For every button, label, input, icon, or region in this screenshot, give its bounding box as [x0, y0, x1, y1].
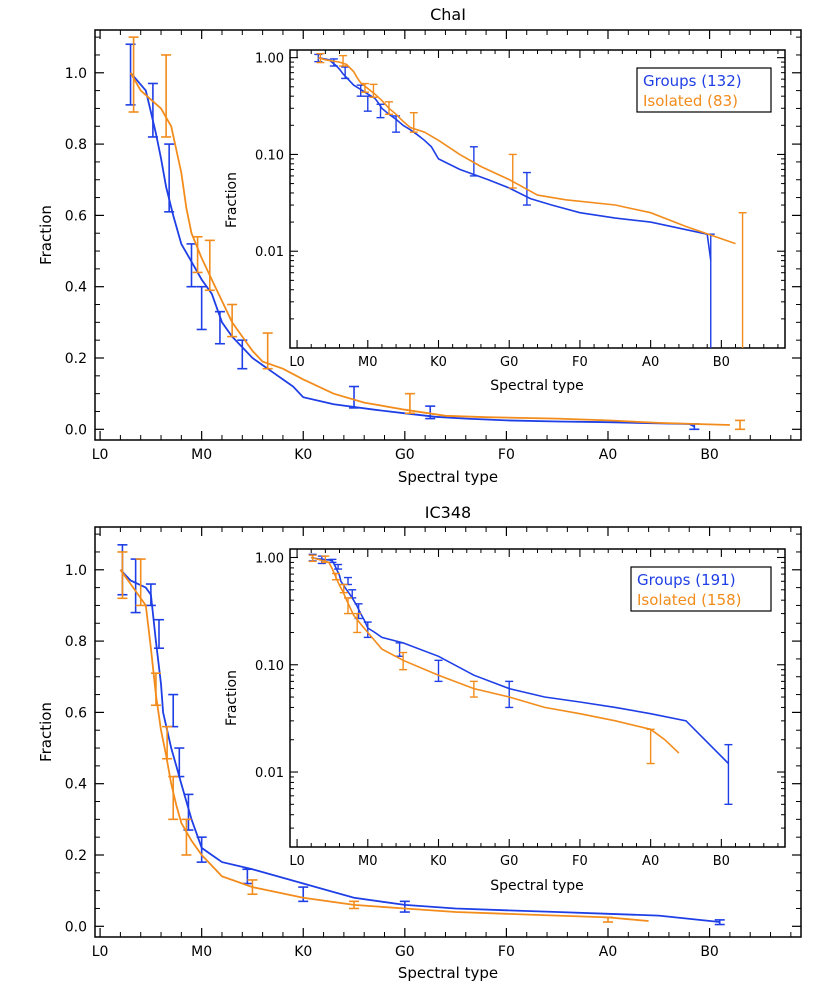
y-tick-label: 0.6 — [65, 208, 87, 224]
inset-y-tick-label: 1.00 — [255, 551, 284, 566]
x-tick-label: L0 — [92, 944, 109, 960]
legend-entry-groups: Groups (191) — [637, 571, 736, 589]
plot-frame — [94, 29, 802, 441]
x-tick-label: L0 — [92, 447, 109, 463]
legend-box — [630, 566, 772, 612]
inset-series-line-isolated — [310, 556, 680, 754]
inset-x-tick-label: A0 — [642, 355, 659, 370]
y-tick-label: 1.0 — [65, 66, 87, 82]
inset-y-tick-label: 0.10 — [255, 148, 284, 163]
x-tick-label: M0 — [191, 944, 212, 960]
inset-x-tick-label: G0 — [500, 355, 518, 370]
chart-title: ChaI — [430, 5, 466, 24]
y-axis-label: Fraction — [37, 205, 55, 265]
y-tick-label: 0.4 — [65, 280, 87, 296]
chart-panel-chai: ChaI Spectral type Fraction L0 M0 K0 G0 F0 A0… — [37, 5, 802, 486]
y-tick-label: 0.0 — [65, 422, 87, 438]
inset-x-axis-label: Spectral type — [490, 878, 584, 894]
series-line-isolated — [119, 569, 649, 922]
y-tick-label: 0.2 — [65, 848, 87, 864]
x-tick-label: B0 — [700, 447, 719, 463]
inset-x-tick-label: G0 — [500, 854, 518, 869]
inset-y-axis-label: Fraction — [224, 172, 240, 228]
legend-box — [636, 67, 772, 113]
x-axis-label: Spectral type — [398, 468, 498, 486]
inset-x-tick-label: M0 — [358, 854, 378, 869]
y-tick-label: 0.8 — [65, 634, 87, 650]
series-line-isolated — [129, 72, 730, 426]
x-axis-label: Spectral type — [398, 964, 498, 982]
legend: Groups (191) Isolated (158) — [630, 566, 772, 612]
inset-series-line-groups — [318, 56, 712, 261]
x-tick-label: B0 — [700, 944, 719, 960]
inset-x-tick-label: L0 — [289, 355, 305, 370]
inset-x-tick-label: B0 — [713, 355, 730, 370]
x-tick-label: G0 — [395, 447, 415, 463]
x-tick-label: K0 — [294, 944, 312, 960]
plot-frame — [94, 526, 802, 938]
x-tick-label: F0 — [498, 944, 515, 960]
main-plot-area: L0 M0 K0 G0 F0 A0 B0 0.0 0.2 0.4 0.6 0.8 1.0 — [65, 527, 801, 960]
inset-y-tick-label: 0.10 — [255, 659, 284, 674]
inset-x-tick-label: K0 — [430, 854, 447, 869]
legend-entry-isolated: Isolated (83) — [643, 92, 738, 110]
main-plot-area: L0 M0 K0 G0 F0 A0 B0 0.0 0.2 0.4 0.6 0.8 1.0 — [65, 30, 801, 463]
inset-x-axis-label: Spectral type — [490, 378, 584, 394]
y-tick-label: 0.6 — [65, 705, 87, 721]
inset-y-tick-label: 0.01 — [255, 766, 284, 781]
x-tick-label: K0 — [294, 447, 312, 463]
legend-entry-groups: Groups (132) — [643, 72, 742, 90]
y-tick-label: 1.0 — [65, 563, 87, 579]
y-tick-label: 0.2 — [65, 351, 87, 367]
inset-data — [308, 553, 733, 806]
y-tick-label: 0.0 — [65, 919, 87, 935]
chart-title: IC348 — [425, 503, 471, 522]
inset-x-tick-label: L0 — [289, 854, 305, 869]
inset-x-tick-label: F0 — [572, 355, 588, 370]
inset-data — [314, 52, 747, 348]
inset-x-tick-label: M0 — [358, 355, 378, 370]
inset-x-tick-label: F0 — [572, 854, 588, 869]
y-axis-label: Fraction — [37, 702, 55, 762]
legend: Groups (132) Isolated (83) — [636, 67, 772, 113]
legend-entry-isolated: Isolated (158) — [637, 591, 742, 609]
inset-plot: Spectral type Fraction Groups (191) Isol… — [224, 548, 786, 894]
x-tick-label: M0 — [191, 447, 212, 463]
series-line-groups — [129, 72, 695, 428]
x-tick-label: F0 — [498, 447, 515, 463]
inset-x-tick-label: A0 — [642, 854, 659, 869]
inset-x-tick-label: K0 — [430, 355, 447, 370]
inset-y-tick-label: 0.01 — [255, 245, 284, 260]
inset-x-tick-label: B0 — [713, 854, 730, 869]
inset-y-tick-label: 1.00 — [255, 52, 284, 67]
inset-series-line-isolated — [318, 56, 736, 245]
y-tick-label: 0.8 — [65, 137, 87, 153]
inset-y-axis-label: Fraction — [224, 670, 240, 726]
x-tick-label: G0 — [395, 944, 415, 960]
x-tick-label: A0 — [599, 447, 617, 463]
x-tick-label: A0 — [599, 944, 617, 960]
inset-plot: Spectral type Fraction Groups (132) Isol… — [224, 49, 786, 394]
chart-panel-ic348: IC348 Spectral type Fraction L0 M0 K0 G0 F0 A… — [37, 503, 802, 982]
y-tick-label: 0.4 — [65, 777, 87, 793]
